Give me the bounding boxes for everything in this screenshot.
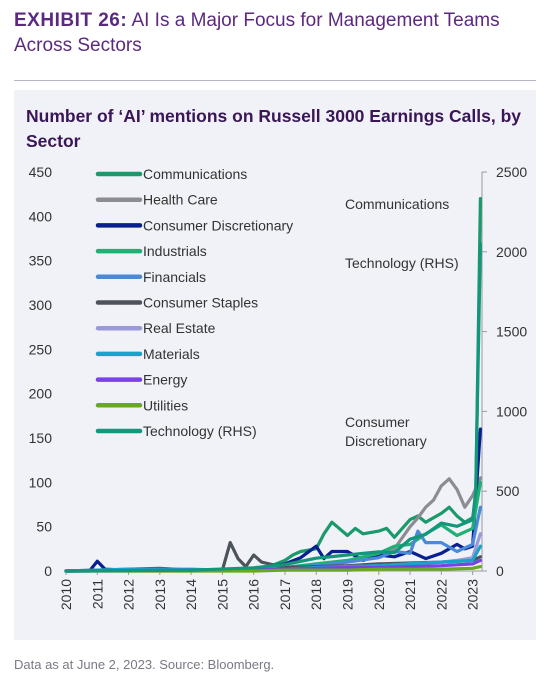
legend-label: Health Care xyxy=(143,192,218,208)
x-tick-label: 2019 xyxy=(340,579,356,610)
header-divider xyxy=(14,80,536,81)
series-annotation: Discretionary xyxy=(345,433,427,449)
legend-label: Materials xyxy=(143,346,200,362)
y-left-tick-label: 100 xyxy=(29,474,53,490)
x-tick-label: 2023 xyxy=(465,579,481,610)
y-right-tick-label: 1500 xyxy=(496,324,527,340)
x-tick-label: 2012 xyxy=(121,579,137,610)
y-right-tick-label: 0 xyxy=(496,563,504,579)
x-tick-label: 2017 xyxy=(277,579,293,610)
y-right-tick-label: 2000 xyxy=(496,244,527,260)
x-tick-label: 2011 xyxy=(89,579,105,609)
series-line xyxy=(64,427,482,573)
series-annotation: Consumer xyxy=(345,414,410,430)
x-tick-label: 2010 xyxy=(58,579,74,610)
series-line xyxy=(64,480,482,573)
legend-label: Real Estate xyxy=(143,320,216,336)
y-left-tick-label: 400 xyxy=(29,208,53,224)
y-left-tick-label: 250 xyxy=(29,341,53,357)
series-line xyxy=(64,564,482,573)
x-tick-label: 2021 xyxy=(402,579,418,610)
y-left-tick-label: 50 xyxy=(36,519,52,535)
series-line xyxy=(64,197,482,573)
x-tick-label: 2022 xyxy=(433,579,449,610)
chart-title: Number of ‘AI’ mentions on Russell 3000 … xyxy=(26,106,521,151)
y-right-tick-label: 2500 xyxy=(496,164,527,180)
x-tick-label: 2013 xyxy=(152,579,168,610)
legend-label: Energy xyxy=(143,372,187,388)
x-tick-label: 2020 xyxy=(371,579,387,610)
series-annotation: Technology (RHS) xyxy=(345,255,459,271)
exhibit-label: EXHIBIT 26: xyxy=(14,10,128,31)
footnote: Data as at June 2, 2023. Source: Bloombe… xyxy=(14,657,275,672)
legend-label: Consumer Staples xyxy=(143,295,258,311)
y-left-tick-label: 200 xyxy=(29,386,53,402)
x-tick-label: 2016 xyxy=(246,579,262,610)
exhibit-header: EXHIBIT 26: AI Is a Major Focus for Mana… xyxy=(14,8,544,58)
legend-label: Industrials xyxy=(143,243,207,259)
series-line xyxy=(64,476,482,573)
legend-label: Communications xyxy=(143,166,247,182)
x-tick-label: 2018 xyxy=(308,579,324,610)
legend-label: Financials xyxy=(143,269,206,285)
legend-label: Technology (RHS) xyxy=(143,423,257,439)
legend-label: Consumer Discretionary xyxy=(143,217,293,233)
series-annotation: Communications xyxy=(345,196,449,212)
y-left-tick-label: 450 xyxy=(29,164,53,180)
x-tick-label: 2015 xyxy=(214,579,230,610)
y-left-tick-label: 150 xyxy=(29,430,53,446)
y-right-tick-label: 1000 xyxy=(496,403,527,419)
x-tick-label: 2014 xyxy=(183,579,199,610)
y-left-tick-label: 350 xyxy=(29,253,53,269)
y-right-tick-label: 500 xyxy=(496,483,520,499)
legend-label: Utilities xyxy=(143,397,188,413)
exhibit-title: AI Is a Major Focus for Management Teams… xyxy=(14,10,500,56)
series-line xyxy=(64,242,482,573)
y-left-tick-label: 300 xyxy=(29,297,53,313)
y-left-tick-label: 0 xyxy=(44,563,52,579)
